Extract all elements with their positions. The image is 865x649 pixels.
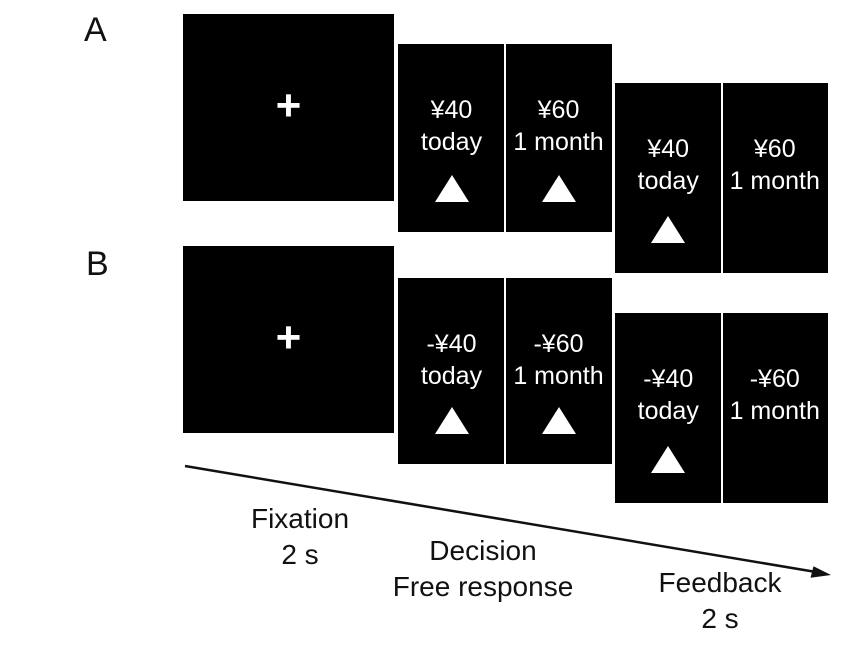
stage-title: Feedback [658,567,782,598]
row-b-label: B [86,245,109,283]
decision-a-left-option: ¥40 today [398,44,505,232]
amount-text: ¥40 [430,96,473,124]
decision-screen-b: -¥40 today -¥60 1 month [398,278,612,464]
option-text: ¥60 1 month [513,94,603,158]
panel-divider [504,278,506,464]
decision-b-left-option: -¥40 today [398,278,505,464]
stage-duration: 2 s [281,539,319,570]
delay-text: 1 month [513,128,604,156]
option-text: -¥60 1 month [730,363,820,427]
chosen-triangle-icon [651,446,686,473]
fixation-screen-a: + [183,14,394,201]
response-triangle-icon [541,407,576,434]
option-text: -¥60 1 month [513,328,603,392]
decision-b-right-option: -¥60 1 month [505,278,612,464]
amount-text: -¥60 [749,365,800,393]
fixation-screen-b: + [183,246,394,433]
response-triangle-icon [434,407,469,434]
option-text: -¥40 today [421,328,482,392]
stage-duration: Free response [392,571,574,602]
delay-text: today [637,167,699,195]
feedback-a-left-option: ¥40 today [615,83,722,273]
response-triangle-icon [541,175,576,202]
panel-divider [720,313,723,503]
panel-divider [504,44,506,232]
feedback-b-right-option: -¥60 1 month [722,313,829,503]
row-a-label: A [84,11,107,49]
panel-divider [720,83,723,273]
chosen-triangle-icon [651,216,686,243]
amount-text: -¥60 [533,330,584,358]
amount-text: -¥40 [643,365,694,393]
feedback-screen-a: ¥40 today ¥60 1 month [615,83,828,273]
delay-text: today [420,362,483,390]
delay-text: today [420,128,483,156]
feedback-screen-b: -¥40 today -¥60 1 month [615,313,828,503]
timeline-stage-feedback: Feedback 2 s [659,565,782,637]
timeline-stage-fixation: Fixation 2 s [251,501,349,573]
option-text: ¥40 today [638,133,699,197]
fixation-cross-icon: + [275,80,302,130]
response-triangle-icon [434,175,469,202]
amount-text: ¥60 [753,135,796,163]
decision-a-right-option: ¥60 1 month [505,44,612,232]
option-text: ¥60 1 month [730,133,820,197]
option-text: ¥40 today [421,94,482,158]
option-text: -¥40 today [638,363,699,427]
delay-text: 1 month [729,167,820,195]
delay-text: 1 month [513,362,604,390]
amount-text: ¥60 [537,96,580,124]
feedback-a-right-option: ¥60 1 month [722,83,829,273]
feedback-b-left-option: -¥40 today [615,313,722,503]
stage-duration: 2 s [701,603,739,634]
fixation-cross-icon: + [275,312,302,362]
decision-screen-a: ¥40 today ¥60 1 month [398,44,612,232]
stage-title: Fixation [250,503,350,534]
amount-text: ¥40 [647,135,690,163]
amount-text: -¥40 [426,330,477,358]
delay-text: 1 month [729,397,820,425]
stage-title: Decision [429,535,537,566]
timeline-stage-decision: Decision Free response [393,533,574,605]
delay-text: today [637,397,699,425]
